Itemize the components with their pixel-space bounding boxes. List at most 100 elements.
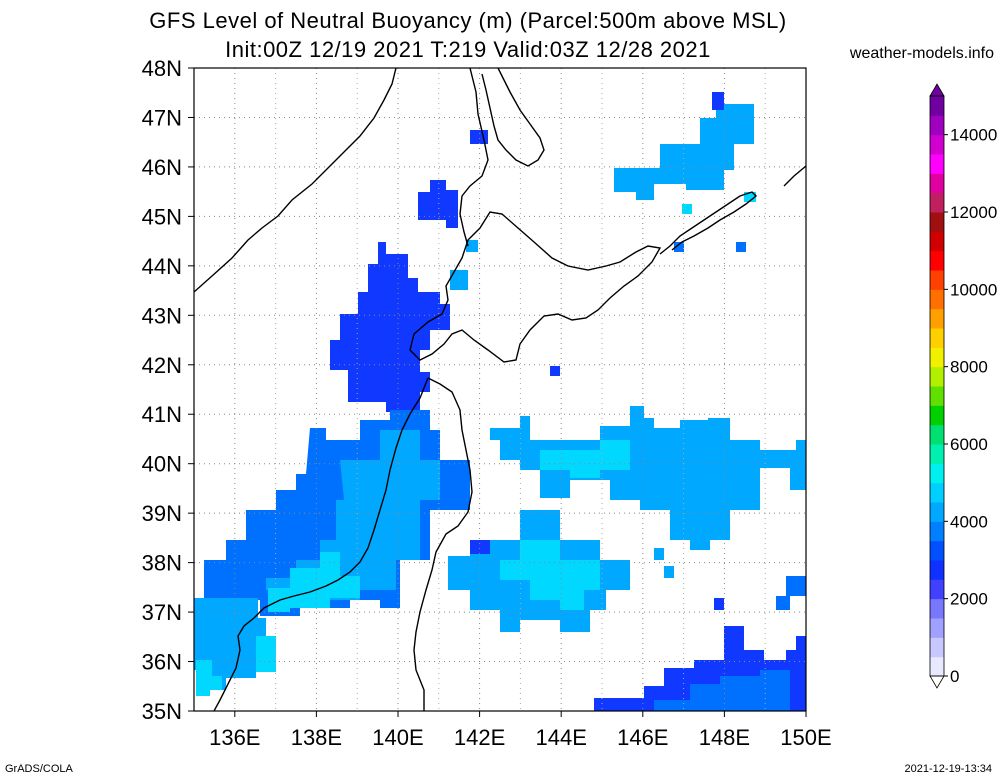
lat-label: 45N (142, 204, 182, 229)
colorbar-label: 10000 (950, 280, 997, 299)
lat-label: 39N (142, 501, 182, 526)
lon-label: 144E (536, 725, 587, 750)
colorbar-frame (929, 95, 945, 677)
lon-label: 148E (699, 725, 750, 750)
colorbar-swatch (930, 328, 944, 348)
map-title-line1: GFS Level of Neutral Buoyancy (m) (Parce… (149, 8, 787, 33)
colorbar-swatch (930, 424, 944, 445)
coastline-kurils (659, 191, 758, 255)
colorbar-swatch (930, 463, 944, 484)
field-region-sea-of-japan-inner (266, 430, 440, 600)
colorbar-swatch (930, 637, 944, 658)
lon-label: 146E (617, 725, 668, 750)
field-region-pacific-blob (470, 540, 490, 554)
colorbar-swatch (930, 386, 944, 406)
colorbar-swatch (930, 656, 944, 677)
colorbar-label: 2000 (950, 590, 988, 609)
colorbar-swatch (930, 482, 944, 503)
colorbar-top-arrow (929, 83, 945, 97)
lat-label: 35N (142, 699, 182, 724)
lat-label: 41N (142, 402, 182, 427)
colorbar-swatch (930, 96, 944, 116)
field-region-kurils-north (712, 92, 724, 110)
lon-label: 136E (209, 725, 260, 750)
colorbar-label: 0 (950, 667, 959, 686)
lat-label: 47N (142, 105, 182, 130)
field-region-east-cell5 (664, 566, 674, 578)
colorbar: 14000 12000 10000 8000 6000 4000 2000 0 (929, 83, 997, 689)
map-panel (193, 67, 807, 712)
colorbar-label: 12000 (950, 203, 997, 222)
colorbar-swatch (930, 560, 944, 580)
map-title-line2: Init:00Z 12/19 2021 T:219 Valid:03Z 12/2… (225, 37, 711, 62)
lat-label: 43N (142, 303, 182, 328)
field-region-sw-isolated (256, 636, 276, 672)
colorbar-swatch (930, 231, 944, 252)
field-region-kurils-dot3 (736, 242, 746, 252)
lon-label: 140E (372, 725, 423, 750)
colorbar-swatch (930, 347, 944, 368)
lat-label: 46N (142, 155, 182, 180)
colorbar-swatch (930, 540, 944, 561)
colorbar-swatch (930, 521, 944, 542)
lat-label: 48N (142, 56, 182, 81)
lon-label: 138E (291, 725, 342, 750)
field-region-east-cell3 (714, 598, 724, 610)
field-region-pacific-cyan (540, 440, 630, 478)
colorbar-swatch (930, 173, 944, 194)
coastline-sakhalin (459, 68, 545, 247)
colorbar-label: 14000 (950, 126, 997, 145)
field-region-hokkaido-sw-cell (450, 270, 468, 290)
lat-label: 42N (142, 353, 182, 378)
colorbar-swatch (930, 618, 944, 638)
colorbar-swatch (930, 192, 944, 213)
colorbar-swatch (930, 502, 944, 522)
field-region-kurils (614, 104, 754, 200)
field-region-sakhalin-north (470, 130, 488, 144)
axes: 48N 47N 46N 45N 44N 43N 42N 41N 40N 39N 38N 37N 36N 3… (142, 56, 832, 750)
colorbar-swatch (930, 308, 944, 329)
colorbar-label: 8000 (950, 358, 988, 377)
lat-label: 44N (142, 254, 182, 279)
field-region-pacific-south-cyan (500, 540, 600, 610)
lon-label: 150E (780, 725, 831, 750)
field-region-pacific-east (490, 406, 806, 550)
lat-label: 38N (142, 551, 182, 576)
field-region-hokkaido-south-cell (466, 240, 478, 252)
colorbar-bottom-arrow (929, 675, 945, 689)
colorbar-swatch (930, 250, 944, 271)
colorbar-swatch (930, 444, 944, 464)
colorbar-label: 4000 (950, 512, 988, 531)
field-region-sakhalin-patch (418, 180, 458, 228)
coastlines (194, 68, 806, 711)
field-region-sw-japan-cyan (196, 660, 222, 696)
coastline-kamchatka-tip (783, 165, 806, 187)
colorbar-swatch (930, 134, 944, 155)
coastline-honshu-north (213, 377, 473, 711)
lat-label: 37N (142, 600, 182, 625)
colorbar-swatch (930, 270, 944, 290)
field-region-southeast-inner (654, 670, 790, 711)
field-region-east-cell2 (776, 596, 790, 610)
lat-label: 36N (142, 650, 182, 675)
field-region-isolated-cell (550, 366, 560, 376)
colorbar-label: 6000 (950, 435, 988, 454)
field-region-kurils-dot4 (744, 192, 756, 202)
lon-label: 142E (454, 725, 505, 750)
field-region-kurils-dot1 (682, 204, 692, 214)
footer-timestamp: 2021-12-19-13:34 (904, 763, 992, 775)
colorbar-swatch (930, 579, 944, 600)
coastline-hokkaido (409, 211, 662, 363)
colorbar-swatch (930, 212, 944, 232)
graticule (194, 68, 806, 711)
field-region-east-cell1 (786, 576, 806, 596)
colorbar-swatch (930, 154, 944, 174)
footer-grads-credit: GrADS/COLA (5, 763, 73, 775)
buoyancy-field (194, 92, 806, 711)
site-credit: weather-models.info (849, 45, 994, 62)
colorbar-swatch (930, 115, 944, 136)
colorbar-swatch (930, 598, 944, 619)
colorbar-swatch (930, 366, 944, 387)
field-region-east-cell4 (654, 548, 664, 560)
field-region-hokkaido-west (330, 242, 450, 412)
